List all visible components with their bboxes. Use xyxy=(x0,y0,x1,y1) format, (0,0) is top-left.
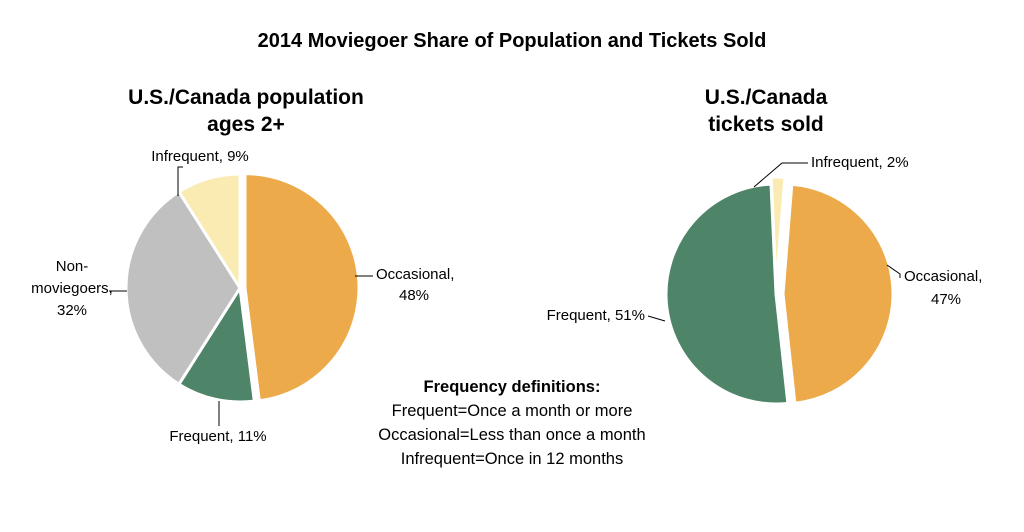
slice-label: 47% xyxy=(931,291,961,308)
pie-chart-population: U.S./Canada population ages 2+ Occasiona… xyxy=(31,86,454,445)
pie-slice-infrequent xyxy=(176,172,242,294)
slice-label: Occasional, xyxy=(904,268,982,285)
pie-title-line-1: U.S./Canada population xyxy=(128,86,364,109)
leader-line xyxy=(647,315,666,322)
pie-leader-lines xyxy=(109,166,373,426)
slice-label: Non- xyxy=(56,258,89,275)
pie-slice-labels: Occasional, 48% Frequent, 11% Non- movie… xyxy=(31,148,454,445)
slice-label: moviegoers, xyxy=(31,280,113,297)
definitions-title: Frequency definitions: xyxy=(424,378,601,396)
pie-title-line-2: ages 2+ xyxy=(207,113,285,136)
leader-line xyxy=(177,166,183,196)
slice-label: Occasional, xyxy=(376,266,454,283)
pie-leader-lines xyxy=(647,162,901,322)
pie-slice-infrequent xyxy=(769,175,787,288)
pie-chart-tickets: U.S./Canada tickets sold Occasional, 47%… xyxy=(547,86,983,406)
definition-line: Frequent=Once a month or more xyxy=(392,402,633,420)
pie-slice-non-moviegoers xyxy=(124,189,242,387)
pie-slice-labels: Occasional, 47% Frequent, 51% Infrequent… xyxy=(547,154,983,324)
slice-label: Frequent, 51% xyxy=(547,307,645,324)
slice-label: Infrequent, 2% xyxy=(811,154,909,171)
slice-label: Infrequent, 9% xyxy=(151,148,249,165)
pie-slice-frequent xyxy=(664,182,790,406)
slice-label: 32% xyxy=(57,302,87,319)
frequency-definitions: Frequency definitions: Frequent=Once a m… xyxy=(378,378,645,468)
leader-line xyxy=(886,264,901,278)
pie-slice-frequent xyxy=(176,283,256,404)
chart-title: 2014 Moviegoer Share of Population and T… xyxy=(258,30,767,52)
slice-label: Frequent, 11% xyxy=(169,428,266,445)
leader-line xyxy=(753,162,808,188)
pie-slice-occasional xyxy=(781,182,895,405)
pie-title-line-2: tickets sold xyxy=(708,113,824,136)
slice-label: 48% xyxy=(399,287,429,304)
pie-slice-occasional xyxy=(243,172,361,403)
pie-title-line-1: U.S./Canada xyxy=(705,86,828,109)
pie-slices xyxy=(124,172,361,404)
definition-line: Occasional=Less than once a month xyxy=(378,426,645,444)
definition-line: Infrequent=Once in 12 months xyxy=(401,450,623,468)
pie-slices xyxy=(664,175,895,406)
